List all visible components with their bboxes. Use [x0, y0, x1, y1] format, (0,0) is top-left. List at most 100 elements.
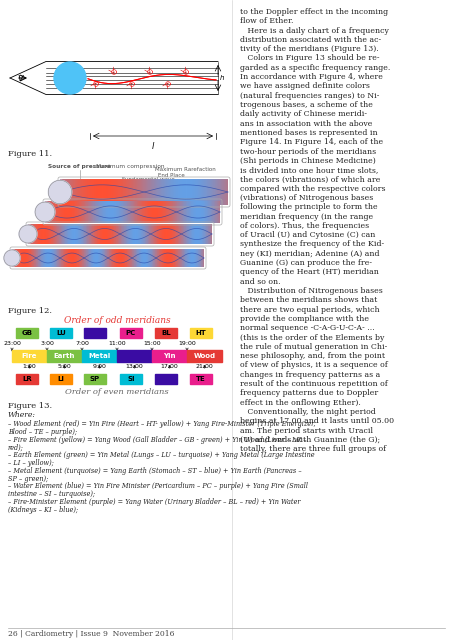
Bar: [25, 249, 26, 267]
Bar: [71, 201, 72, 223]
Bar: [206, 179, 207, 205]
Bar: [46, 249, 47, 267]
Bar: [88, 249, 89, 267]
Bar: [53, 201, 54, 223]
Bar: [142, 249, 143, 267]
Bar: [137, 249, 138, 267]
Bar: [81, 249, 82, 267]
Bar: [45, 249, 46, 267]
Bar: [138, 201, 139, 223]
Bar: [54, 201, 55, 223]
Bar: [200, 179, 201, 205]
Text: Maximum compression: Maximum compression: [96, 164, 164, 169]
Text: totally, there are three full groups of: totally, there are three full groups of: [240, 445, 386, 453]
Bar: [165, 249, 166, 267]
Bar: [107, 201, 108, 223]
Bar: [225, 179, 226, 205]
Bar: [171, 224, 172, 244]
Bar: [110, 249, 111, 267]
Bar: [98, 179, 99, 205]
Bar: [203, 179, 204, 205]
Bar: [93, 224, 94, 244]
Bar: [74, 179, 75, 205]
Bar: [58, 224, 59, 244]
Bar: [130, 224, 131, 244]
Bar: [82, 350, 117, 362]
Bar: [109, 224, 110, 244]
Bar: [76, 224, 77, 244]
Bar: [119, 224, 120, 244]
Bar: [148, 249, 149, 267]
Bar: [185, 201, 186, 223]
Bar: [69, 179, 70, 205]
Text: quency of the Heart (HT) meridian: quency of the Heart (HT) meridian: [240, 268, 379, 276]
Bar: [183, 179, 184, 205]
Bar: [38, 224, 39, 244]
Bar: [43, 224, 44, 244]
Bar: [192, 201, 193, 223]
Bar: [152, 224, 153, 244]
Bar: [87, 201, 88, 223]
Bar: [188, 179, 189, 205]
Text: distribution associated with the ac-: distribution associated with the ac-: [240, 36, 381, 44]
Bar: [124, 201, 125, 223]
Text: 5:00: 5:00: [58, 364, 72, 369]
Bar: [50, 249, 51, 267]
Text: to the Doppler effect in the incoming: to the Doppler effect in the incoming: [240, 8, 388, 16]
Bar: [56, 224, 57, 244]
Bar: [89, 179, 90, 205]
Text: result of the continuous repetition of: result of the continuous repetition of: [240, 380, 388, 388]
Bar: [202, 249, 203, 267]
Bar: [161, 201, 162, 223]
Bar: [190, 179, 191, 205]
Bar: [33, 249, 34, 267]
Bar: [134, 179, 135, 205]
Bar: [109, 249, 110, 267]
Bar: [132, 201, 133, 223]
Text: between the meridians shows that: between the meridians shows that: [240, 296, 377, 304]
Bar: [85, 224, 86, 244]
Bar: [209, 201, 210, 223]
Bar: [151, 201, 152, 223]
Bar: [176, 179, 177, 205]
Bar: [180, 249, 181, 267]
Bar: [78, 179, 79, 205]
Bar: [31, 249, 32, 267]
Bar: [177, 179, 178, 205]
Bar: [76, 179, 77, 205]
Bar: [193, 249, 194, 267]
Text: GB: GB: [21, 330, 33, 336]
Bar: [172, 201, 173, 223]
Text: Earth: Earth: [54, 353, 75, 359]
Bar: [31, 224, 32, 244]
Bar: [24, 249, 25, 267]
Text: LI: LI: [58, 376, 64, 382]
Text: SP – green);: SP – green);: [8, 475, 48, 483]
Bar: [166, 179, 167, 205]
Bar: [207, 224, 208, 244]
Bar: [226, 179, 227, 205]
Bar: [168, 249, 169, 267]
Bar: [148, 224, 149, 244]
Text: changes in frequency patterns as a: changes in frequency patterns as a: [240, 371, 380, 379]
Bar: [20, 249, 21, 267]
Bar: [178, 179, 179, 205]
Bar: [196, 179, 197, 205]
Bar: [155, 179, 156, 205]
Bar: [70, 179, 71, 205]
Bar: [82, 224, 83, 244]
Bar: [150, 249, 151, 267]
Bar: [140, 249, 141, 267]
Bar: [119, 201, 120, 223]
Text: Metal: Metal: [88, 353, 111, 359]
Bar: [43, 249, 44, 267]
Bar: [151, 179, 152, 205]
Bar: [66, 179, 67, 205]
Bar: [67, 201, 68, 223]
Bar: [125, 201, 126, 223]
Bar: [81, 179, 82, 205]
Bar: [217, 201, 218, 223]
Bar: [63, 201, 64, 223]
Bar: [155, 374, 177, 384]
Bar: [189, 249, 190, 267]
